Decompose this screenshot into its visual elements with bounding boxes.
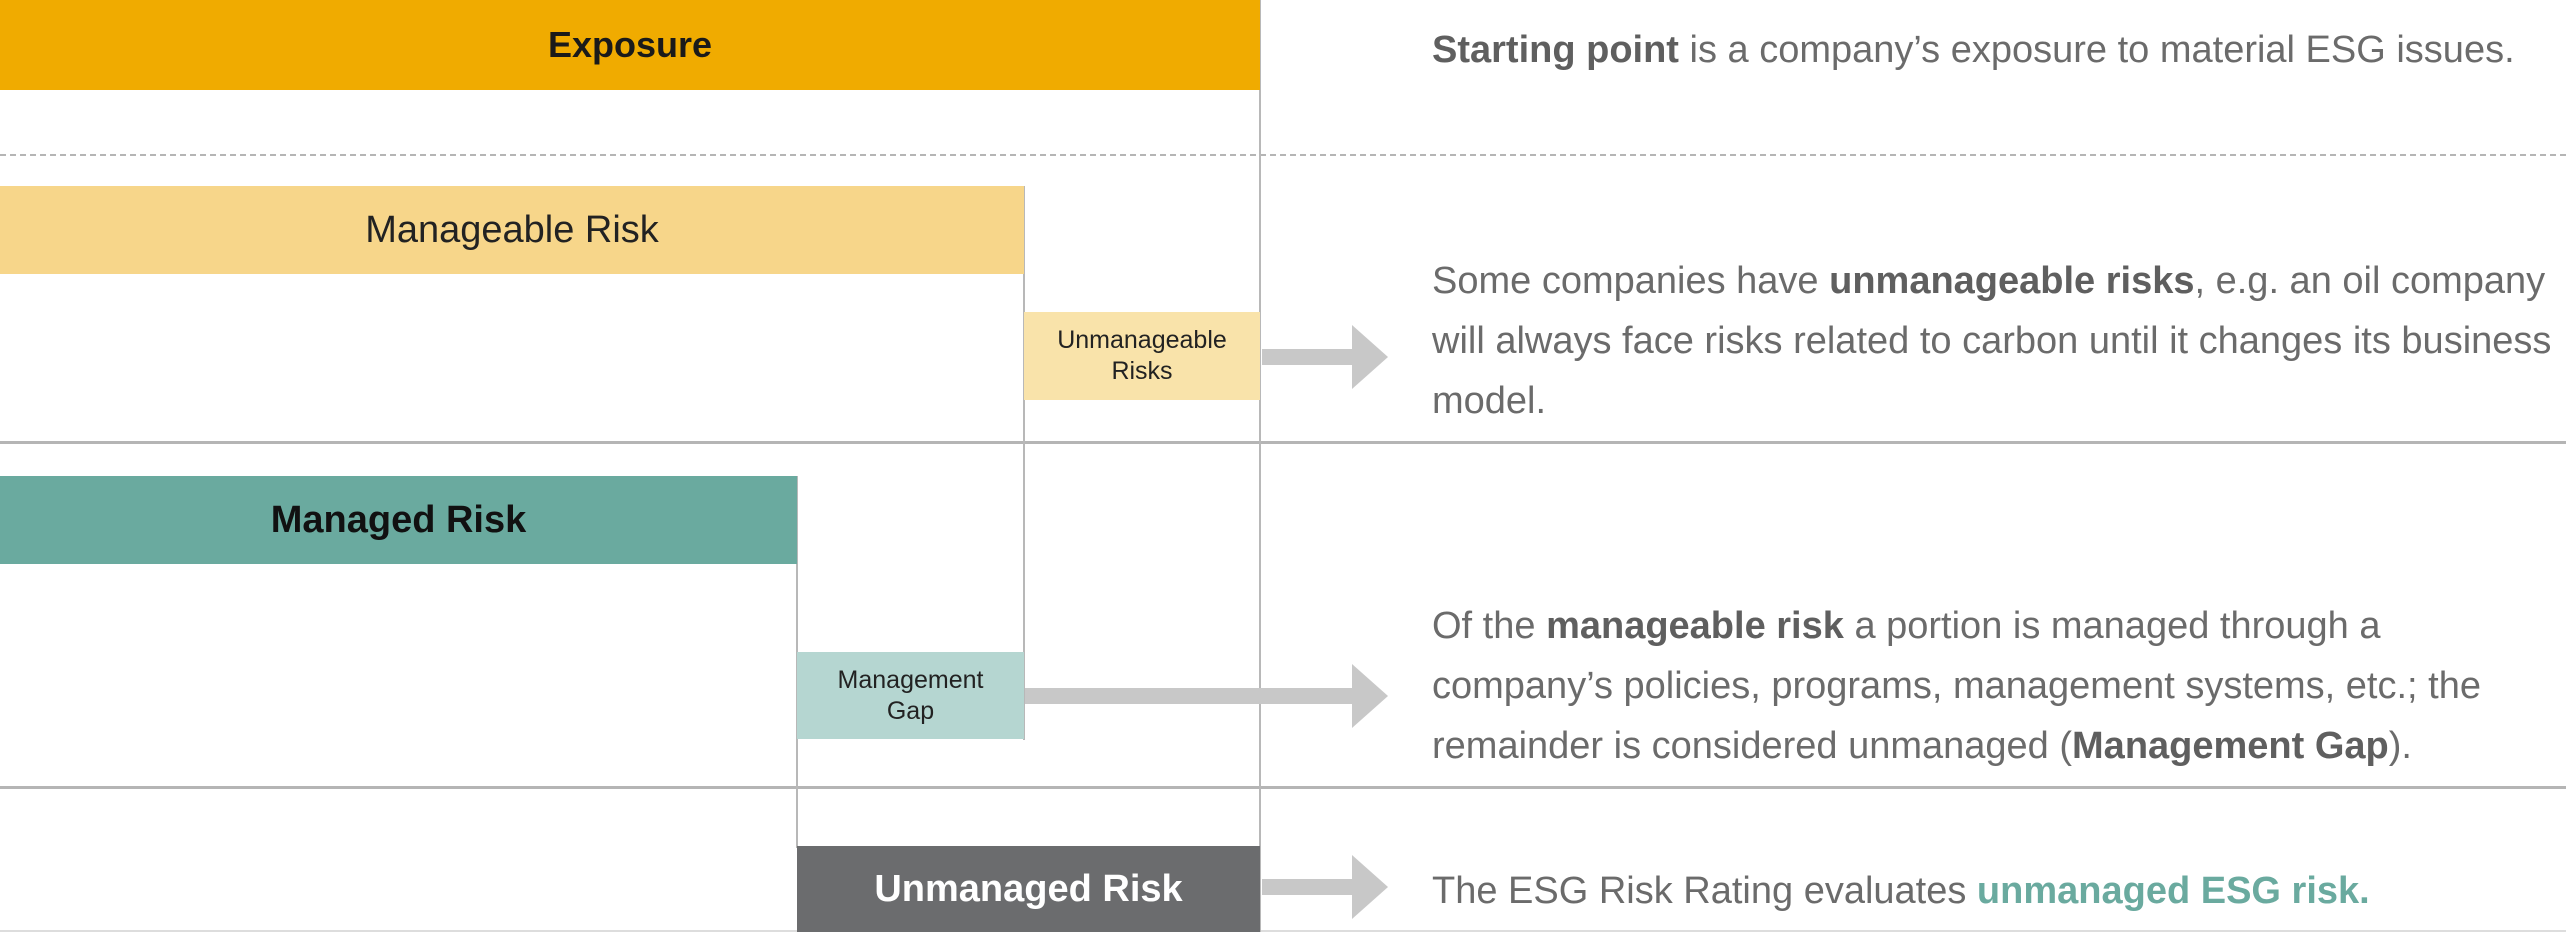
unmanageable-description: Some companies have unmanageable risks, …: [1432, 251, 2552, 431]
exposure-description-bold: Starting point: [1432, 29, 1679, 71]
arrow-right-icon: [1025, 664, 1388, 728]
manageable-risk-label: Manageable Risk: [365, 208, 659, 251]
unmanageable-description-bold: unmanageable risks: [1829, 260, 2195, 302]
exposure-edge-line: [1259, 0, 1261, 932]
gap-description-post: ).: [2388, 725, 2412, 767]
gap-description-bold-2: Management Gap: [2072, 725, 2389, 767]
separator-1: [0, 441, 2566, 444]
management-gap-description: Of the manageable risk a portion is mana…: [1432, 596, 2552, 776]
manageable-edge-line: [1023, 186, 1025, 740]
management-gap-bar: Management Gap: [797, 652, 1024, 739]
managed-risk-label: Managed Risk: [270, 498, 527, 541]
exposure-label: Exposure: [547, 24, 713, 65]
unmanaged-risk-bar: Unmanaged Risk: [797, 846, 1260, 932]
rating-description-post: .: [2359, 870, 2370, 912]
separator-2: [0, 786, 2566, 789]
unmanageable-description-post: , e.g. an oil company will always face r…: [1432, 260, 2552, 422]
gap-description-mid: a portion is managed through a company’s…: [1432, 605, 2481, 767]
exposure-description-text: is a company’s exposure to material ESG …: [1678, 29, 2515, 71]
rating-description-highlight: unmanaged ESG risk: [1976, 870, 2360, 912]
exposure-bar: Exposure: [0, 0, 1260, 90]
unmanageable-description-pre: Some companies have: [1432, 260, 1830, 302]
arrow-right-icon: [1262, 855, 1388, 919]
managed-risk-bar: Managed Risk: [0, 476, 797, 564]
rating-description: The ESG Risk Rating evaluates unmanaged …: [1432, 861, 2552, 921]
management-gap-label: Management Gap: [837, 665, 984, 725]
manageable-risk-bar: Manageable Risk: [0, 186, 1024, 274]
separator-dashed: [0, 154, 2566, 156]
unmanageable-risks-label: Unmanageable Risks: [1057, 326, 1227, 385]
unmanaged-risk-label: Unmanaged Risk: [874, 867, 1183, 910]
rating-description-pre: The ESG Risk Rating evaluates: [1432, 870, 1977, 912]
arrow-right-icon: [1262, 325, 1388, 389]
separator-bottom: [0, 930, 2566, 932]
gap-description-bold-1: manageable risk: [1546, 605, 1844, 647]
gap-description-pre: Of the: [1432, 605, 1547, 647]
unmanageable-risks-bar: Unmanageable Risks: [1024, 312, 1260, 400]
exposure-description: Starting point is a company’s exposure t…: [1432, 20, 2552, 80]
